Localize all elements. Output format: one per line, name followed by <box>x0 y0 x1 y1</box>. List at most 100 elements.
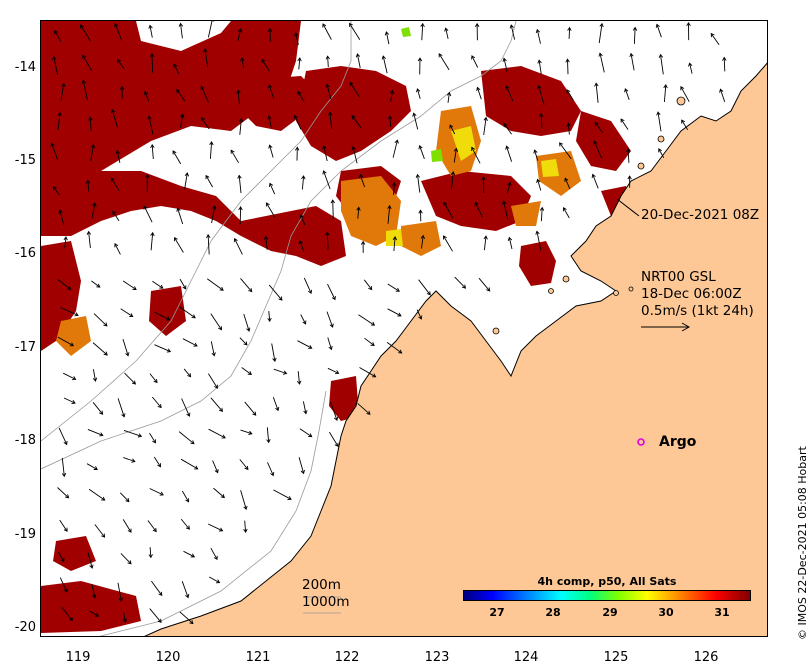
current-vector <box>592 174 599 189</box>
current-vector <box>505 85 514 102</box>
current-vector-head <box>351 114 356 120</box>
current-vector-head <box>166 348 172 353</box>
current-vector-head <box>391 181 397 187</box>
current-vector-head <box>80 24 84 29</box>
current-vector <box>117 582 122 602</box>
current-vector-head <box>686 21 691 27</box>
depth-200-label: 200m <box>302 577 341 593</box>
current-vector-head <box>680 86 685 91</box>
current-vector <box>537 179 542 191</box>
argo-marker[interactable] <box>637 438 645 446</box>
current-vector <box>123 457 135 462</box>
current-vector-head <box>420 234 426 239</box>
current-vector <box>322 23 332 40</box>
current-vector-head <box>476 86 481 91</box>
current-vector-head <box>63 527 68 532</box>
current-vector-head <box>173 236 178 242</box>
current-vector <box>630 53 635 71</box>
current-vector <box>323 145 328 162</box>
current-vector-head <box>125 497 130 503</box>
current-vector <box>239 337 248 346</box>
current-vector-head <box>244 465 249 471</box>
current-vector <box>208 576 220 583</box>
current-vector-head <box>349 22 353 28</box>
current-vector-head <box>507 236 513 242</box>
current-vector-head <box>329 323 334 328</box>
current-vector-head <box>238 206 243 211</box>
current-vector <box>122 338 129 356</box>
sst-map <box>41 21 767 636</box>
current-vector-head <box>537 59 542 64</box>
current-vector-head <box>658 148 663 153</box>
current-vector <box>268 116 272 128</box>
current-vector <box>326 84 332 100</box>
current-vector-head <box>566 122 571 127</box>
current-vector <box>300 214 306 226</box>
current-vector-head <box>214 469 219 474</box>
current-vector <box>303 277 312 294</box>
current-vector <box>567 59 569 75</box>
current-vector <box>660 54 664 75</box>
current-vector <box>63 397 76 404</box>
current-vector <box>332 200 334 220</box>
current-vector-head <box>149 53 155 58</box>
lon-tick: 123 <box>424 650 450 665</box>
current-vector <box>680 86 690 102</box>
colorbar-tick: 27 <box>489 606 505 619</box>
current-vector <box>57 487 69 499</box>
current-vector <box>179 611 194 624</box>
current-vector-head <box>471 55 476 60</box>
current-vector-head <box>505 85 510 90</box>
current-vector <box>112 211 120 222</box>
current-vector-head <box>182 285 187 290</box>
current-vector <box>295 32 299 46</box>
current-vector-head <box>300 469 305 475</box>
current-vector-head <box>86 230 92 235</box>
current-vector-head <box>69 342 75 347</box>
map-frame[interactable] <box>40 20 768 637</box>
current-vector <box>658 148 665 159</box>
current-vector <box>143 206 153 223</box>
current-vector-head <box>114 243 119 248</box>
current-vector-head <box>322 23 327 28</box>
current-vector <box>89 117 92 132</box>
current-vector <box>58 551 65 562</box>
current-vector <box>330 401 338 421</box>
current-vector <box>210 341 215 356</box>
current-vector <box>540 113 543 128</box>
current-vector-head <box>103 322 108 327</box>
current-vector <box>390 90 394 102</box>
current-vector-head <box>190 440 195 445</box>
current-vector-head <box>60 558 65 563</box>
current-vector <box>87 180 90 192</box>
lat-tick: -17 <box>14 340 36 355</box>
current-vector-head <box>438 53 443 58</box>
current-vector <box>568 27 571 39</box>
current-vector-head <box>308 289 313 294</box>
current-vector <box>94 524 105 538</box>
current-vector <box>471 147 481 164</box>
current-vector <box>111 109 119 129</box>
current-vector-head <box>370 321 376 326</box>
current-vector-head <box>449 124 454 129</box>
current-vector-head <box>243 505 248 511</box>
current-vector-head <box>240 56 245 62</box>
current-vector <box>200 86 209 103</box>
current-vector-head <box>303 410 308 415</box>
current-vector <box>476 87 482 100</box>
current-pointer <box>616 198 640 217</box>
current-vector <box>267 462 274 476</box>
current-vector-head <box>148 24 153 29</box>
current-vector-head <box>221 434 226 439</box>
current-vector-head <box>94 612 100 617</box>
current-vector <box>624 88 630 100</box>
current-vector <box>149 608 162 623</box>
current-vector <box>180 518 190 530</box>
current-vector <box>210 313 222 330</box>
current-vector-head <box>247 371 253 376</box>
current-vector <box>447 92 450 103</box>
colorbar <box>463 590 751 601</box>
current-vector-head <box>110 177 115 182</box>
current-vector-head <box>461 284 467 289</box>
current-vector-head <box>297 380 302 385</box>
